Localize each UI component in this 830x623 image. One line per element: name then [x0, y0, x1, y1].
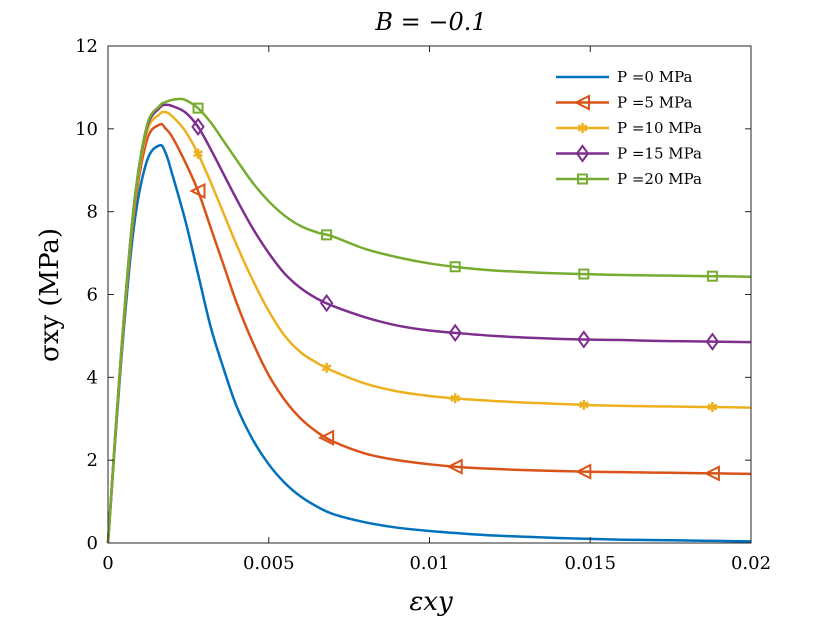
legend-entry-2: P =10 MPa	[556, 119, 702, 137]
series-marker-3	[191, 117, 205, 136]
series-line-0	[106, 143, 752, 544]
legend-marker	[577, 123, 588, 133]
y-tick-label: 2	[87, 450, 98, 471]
series-marker-3	[448, 323, 462, 343]
x-axis-label: εxy	[409, 587, 453, 617]
y-tick-label: 4	[87, 367, 98, 388]
series-line-3	[106, 103, 752, 544]
series-layer	[106, 97, 752, 544]
y-ticks: 0 2 4 6 8 10 12	[75, 36, 751, 554]
chart-title: B = −0.1	[374, 8, 486, 36]
series-marker-2-stroke	[707, 403, 718, 411]
legend-label: P =20 MPa	[617, 170, 702, 188]
x-tick-label: 0.02	[731, 553, 771, 574]
legend-entry-4: P =20 MPa	[556, 170, 702, 188]
series-marker-4	[192, 102, 204, 114]
series-marker-1	[703, 465, 720, 482]
y-tick-label: 6	[87, 285, 98, 306]
series-marker-4	[321, 229, 333, 241]
series-3	[106, 103, 752, 544]
legend-marker-stroke	[577, 124, 588, 132]
series-marker-1	[575, 463, 592, 480]
series-0	[106, 143, 752, 544]
x-tick-label: 0	[102, 553, 113, 574]
legend-marker	[575, 144, 590, 163]
series-marker-2	[193, 148, 203, 159]
series-line-1	[106, 122, 752, 544]
legend-entry-0: P =0 MPa	[556, 68, 693, 86]
series-4	[106, 97, 752, 544]
series-marker-2	[321, 362, 332, 373]
series-marker-3	[319, 293, 334, 313]
legend-entry-3: P =15 MPa	[556, 144, 702, 163]
x-tick-label: 0.005	[243, 553, 295, 574]
legend-label: P =0 MPa	[617, 68, 693, 86]
series-marker-2-stroke	[450, 394, 461, 402]
series-marker-1	[189, 182, 206, 200]
y-tick-label: 12	[75, 36, 98, 57]
legend-label: P =5 MPa	[617, 94, 693, 112]
y-tick-label: 10	[75, 119, 98, 140]
series-marker-1	[317, 429, 335, 446]
x-tick-label: 0.01	[409, 553, 449, 574]
series-marker-3	[577, 330, 591, 349]
series-marker-2	[450, 393, 461, 404]
legend-marker	[573, 94, 590, 111]
legend-entry-1: P =5 MPa	[556, 94, 693, 112]
y-axis-label: σxy (MPa)	[35, 228, 65, 362]
series-marker-2	[707, 402, 718, 413]
legend-label: P =15 MPa	[617, 145, 702, 163]
series-marker-2	[578, 399, 589, 410]
series-marker-2-stroke	[578, 401, 589, 409]
series-marker-4	[449, 261, 461, 273]
series-marker-4	[578, 268, 590, 280]
y-tick-label: 8	[87, 202, 98, 223]
series-marker-2-stroke	[321, 364, 332, 372]
series-marker-3	[705, 332, 720, 351]
y-tick-label: 0	[87, 533, 98, 554]
x-ticks: 0 0.005 0.01 0.015 0.02	[102, 46, 771, 574]
series-marker-2-stroke	[193, 150, 203, 158]
legend-marker	[577, 173, 588, 185]
legend: P =0 MPa P =5 MPa P =10 MPa P =15 MPa P =20 …	[556, 68, 702, 188]
series-marker-1	[446, 458, 463, 475]
series-1	[106, 122, 752, 544]
series-2	[106, 110, 752, 544]
series-marker-4	[706, 270, 718, 282]
x-tick-label: 0.015	[564, 553, 616, 574]
legend-label: P =10 MPa	[617, 119, 702, 137]
